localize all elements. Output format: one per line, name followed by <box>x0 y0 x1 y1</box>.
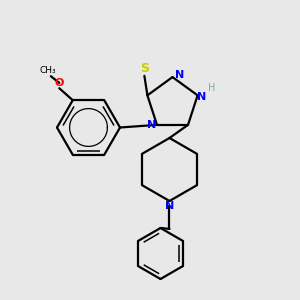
Text: N: N <box>165 201 174 212</box>
Text: H: H <box>208 83 216 93</box>
Text: N: N <box>176 70 184 80</box>
Text: O: O <box>55 78 64 88</box>
Text: N: N <box>196 92 206 102</box>
Text: N: N <box>147 120 156 130</box>
Text: S: S <box>140 62 149 75</box>
Text: CH₃: CH₃ <box>40 66 56 75</box>
